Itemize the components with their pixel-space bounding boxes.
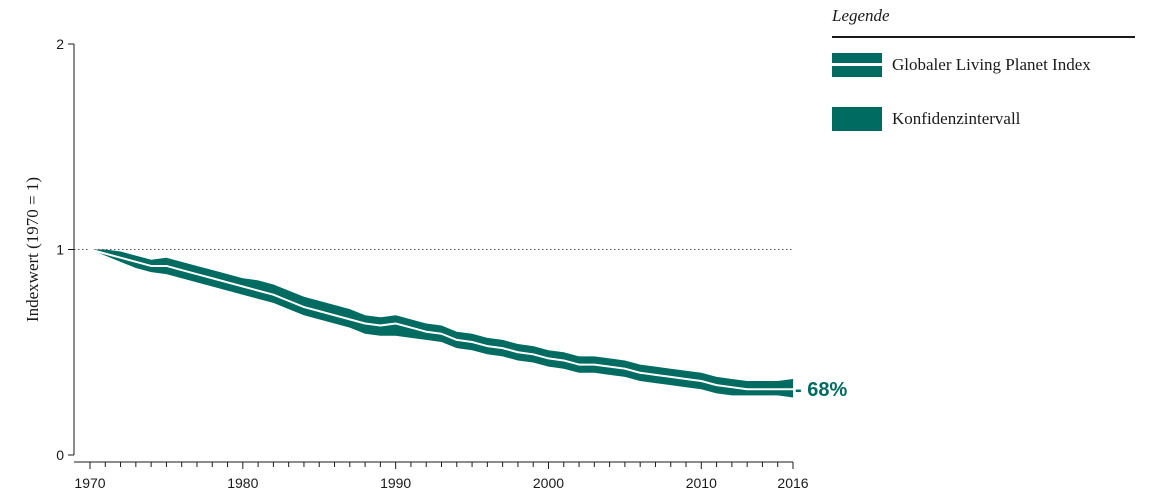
y-tick-label: 1 — [56, 242, 64, 258]
index-point — [562, 359, 565, 362]
index-point — [608, 365, 611, 368]
index-point — [532, 353, 535, 356]
index-point — [654, 373, 657, 376]
index-point — [761, 388, 764, 391]
index-point — [776, 388, 779, 391]
y-tick-label: 2 — [56, 36, 64, 52]
index-point — [746, 388, 749, 391]
index-point — [471, 341, 473, 343]
index-point — [410, 326, 412, 329]
x-tick-label: 1970 — [74, 475, 105, 491]
index-point — [593, 363, 596, 366]
index-point — [547, 357, 550, 360]
index-point — [165, 265, 168, 267]
index-point — [700, 380, 703, 382]
index-point — [517, 351, 519, 354]
index-point — [180, 269, 183, 271]
legend: Legende Globaler Living Planet Index Kon… — [832, 6, 1135, 132]
index-point — [639, 371, 642, 374]
ci-swatch-icon — [832, 107, 882, 131]
index-point — [730, 386, 733, 389]
index-swatch-icon — [832, 53, 882, 77]
index-point — [257, 289, 260, 292]
index-point — [578, 363, 580, 366]
confidence-band-layer — [90, 249, 793, 398]
x-tick-label: 2010 — [686, 475, 717, 491]
index-point — [104, 252, 107, 255]
index-point — [241, 285, 244, 288]
index-point — [501, 347, 504, 350]
index-point — [486, 345, 489, 347]
x-tick-label: 2000 — [533, 475, 564, 491]
index-point — [715, 384, 718, 387]
index-point — [196, 273, 198, 276]
confidence-band — [90, 249, 793, 398]
index-point — [119, 256, 122, 259]
index-point — [348, 318, 351, 321]
index-point — [364, 322, 366, 325]
index-line-layer — [89, 248, 794, 391]
index-point — [792, 388, 794, 391]
axes: 0 1 2 1970 1980 1990 2000 2010 2016 — [56, 36, 809, 491]
y-tick-label: 0 — [56, 447, 64, 463]
index-point — [623, 367, 626, 370]
index-point — [318, 310, 321, 313]
index-point — [685, 378, 687, 380]
index-point — [89, 248, 91, 251]
x-tick-label: 1990 — [380, 475, 411, 491]
legend-item-ci: Konfidenzintervall — [832, 106, 1135, 132]
legend-label-index: Globaler Living Planet Index — [892, 55, 1091, 74]
index-point — [150, 265, 153, 267]
index-point — [287, 299, 290, 302]
legend-title: Legende — [832, 6, 1135, 38]
index-point — [211, 277, 214, 280]
index-point — [134, 260, 137, 263]
index-point — [272, 293, 275, 296]
index-point — [303, 306, 305, 308]
x-tick-label: 1980 — [227, 475, 258, 491]
index-point — [379, 324, 382, 327]
index-point — [669, 376, 672, 378]
index-point — [226, 281, 229, 284]
index-point — [440, 332, 443, 335]
index-point — [425, 330, 428, 333]
legend-label-ci: Konfidenzintervall — [892, 109, 1021, 128]
change-label: - 68% — [795, 379, 847, 401]
index-point — [394, 322, 397, 325]
index-point — [333, 314, 336, 317]
y-axis-label: Indexwert (1970 = 1) — [23, 177, 42, 322]
legend-item-index: Globaler Living Planet Index — [832, 52, 1135, 78]
index-point — [455, 339, 458, 341]
x-tick-label: 2016 — [777, 475, 808, 491]
